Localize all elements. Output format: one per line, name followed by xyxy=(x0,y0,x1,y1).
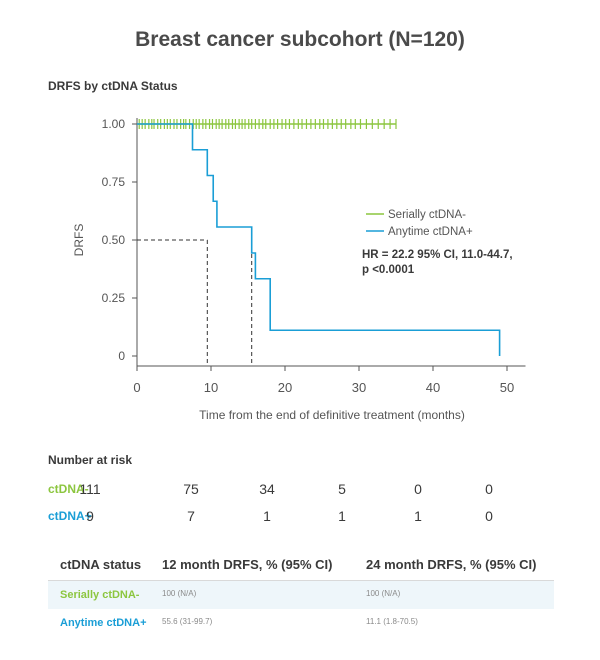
risk-table-label: Number at risk xyxy=(48,453,133,467)
x-tick-label: 0 xyxy=(133,380,140,395)
risk-value: 7 xyxy=(187,508,195,524)
summary-table: ctDNA status 12 month DRFS, % (95% CI) 2… xyxy=(48,548,554,637)
hr-annotation: HR = 22.2 95% CI, 11.0-44.7, p <0.0001 xyxy=(362,249,513,276)
y-axis-label: DRFS xyxy=(72,224,86,257)
y-tick-label: 0 xyxy=(118,349,125,363)
x-tick-label: 50 xyxy=(500,380,514,395)
legend-label: Serially ctDNA- xyxy=(388,209,466,221)
x-tick-label: 10 xyxy=(204,380,218,395)
page-title: Breast cancer subcohort (N=120) xyxy=(135,28,465,51)
header-status: ctDNA status xyxy=(60,557,142,572)
risk-row-name: ctDNA+ xyxy=(48,509,92,523)
x-tick-label: 30 xyxy=(352,380,366,395)
risk-value: 1 xyxy=(414,508,422,524)
x-tick-label: 20 xyxy=(278,380,292,395)
legend-label: Anytime ctDNA+ xyxy=(388,226,473,238)
summary-row-negative: Serially ctDNA- 100 (N/A) 100 (N/A) xyxy=(48,581,554,609)
row-name: Serially ctDNA- xyxy=(60,589,140,601)
y-tick-label: 0.25 xyxy=(102,291,126,305)
row-24-month: 11.1 (1.8-70.5) xyxy=(366,617,418,626)
median-lines xyxy=(137,239,253,366)
y-tick-label: 1.00 xyxy=(102,117,126,131)
summary-row-positive: Anytime ctDNA+ 55.6 (31-99.7) 11.1 (1.8-… xyxy=(48,609,554,637)
y-tick-label: 0.50 xyxy=(102,233,126,247)
risk-row-name: ctDNA- xyxy=(48,482,89,496)
risk-value: 75 xyxy=(183,481,199,497)
risk-value: 1 xyxy=(263,508,271,524)
hr-annotation-line: p <0.0001 xyxy=(362,264,415,276)
axes: 0 0.25 0.50 0.75 1.00 0 10 20 30 40 50 xyxy=(102,117,526,395)
row-12-month: 55.6 (31-99.7) xyxy=(162,617,213,626)
row-name: Anytime ctDNA+ xyxy=(60,617,147,629)
x-tick-label: 40 xyxy=(426,380,440,395)
hr-annotation-line: HR = 22.2 95% CI, 11.0-44.7, xyxy=(362,249,513,261)
series-group xyxy=(137,119,501,356)
summary-table-header: ctDNA status 12 month DRFS, % (95% CI) 2… xyxy=(48,548,554,581)
chart-subtitle: DRFS by ctDNA Status xyxy=(48,79,178,93)
legend: Serially ctDNA- Anytime ctDNA+ xyxy=(366,209,473,238)
y-tick-label: 0.75 xyxy=(102,175,126,189)
row-12-month: 100 (N/A) xyxy=(162,589,197,598)
risk-value: 9 xyxy=(86,508,94,524)
km-chart: DRFS by ctDNA Status DRFS Time from the … xyxy=(48,79,526,422)
risk-value: 34 xyxy=(259,481,275,497)
series-line-positive xyxy=(137,123,501,356)
risk-value: 0 xyxy=(485,481,493,497)
header-12-month: 12 month DRFS, % (95% CI) xyxy=(162,557,333,572)
risk-value: 1 xyxy=(338,508,346,524)
row-24-month: 100 (N/A) xyxy=(366,589,401,598)
risk-value: 111 xyxy=(79,481,101,497)
risk-value: 0 xyxy=(485,508,493,524)
risk-value: 5 xyxy=(338,481,346,497)
header-24-month: 24 month DRFS, % (95% CI) xyxy=(366,557,537,572)
risk-value: 0 xyxy=(414,481,422,497)
x-axis-label: Time from the end of definitive treatmen… xyxy=(199,408,465,422)
